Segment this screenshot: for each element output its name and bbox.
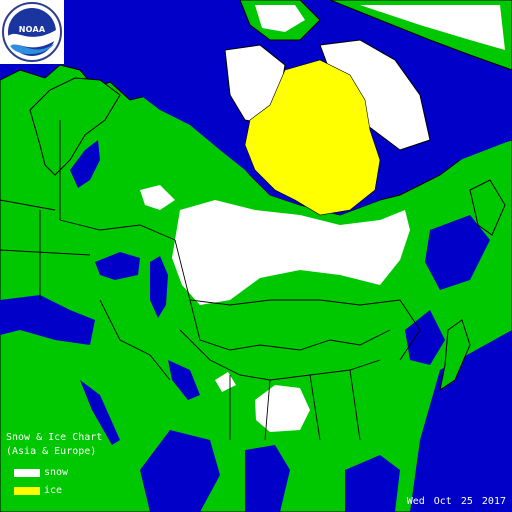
arabian-sea <box>140 430 220 512</box>
snow-greenland <box>255 5 305 32</box>
land-kamchatka <box>469 179 506 236</box>
snow-kola <box>140 185 175 210</box>
chart-date: Wed Oct 25 2017 <box>406 496 506 507</box>
title-line-1: Snow & Ice Chart <box>6 432 103 443</box>
caspian-sea <box>150 256 168 318</box>
bay-of-bengal <box>245 445 290 512</box>
land-scandinavia <box>29 77 121 176</box>
land-japan <box>439 319 471 392</box>
noaa-logo-icon <box>2 2 62 62</box>
ice-swatch <box>14 487 40 495</box>
sea-of-okhotsk <box>425 215 490 290</box>
pacific-ocean <box>410 330 512 512</box>
noaa-logo: NOAA <box>0 0 64 64</box>
title-line-2: (Asia & Europe) <box>6 446 97 457</box>
snow-swatch <box>14 469 40 477</box>
baltic-sea <box>70 140 100 188</box>
sea-of-japan <box>405 310 445 365</box>
south-china-sea <box>345 455 400 512</box>
black-sea <box>95 252 140 280</box>
snow-siberia <box>172 200 410 305</box>
sea-ice <box>244 59 381 216</box>
country-borders <box>0 120 421 441</box>
persian-gulf <box>168 360 200 400</box>
snow-mountains <box>215 372 236 392</box>
logo-text: NOAA <box>18 25 46 34</box>
red-sea <box>80 380 120 445</box>
chart-title: Snow & Ice Chart (Asia & Europe) <box>6 431 102 459</box>
snow-north-america <box>360 5 505 50</box>
legend-label-snow: snow <box>44 467 69 478</box>
legend-label-ice: ice <box>44 485 63 496</box>
mediterranean <box>0 295 95 345</box>
